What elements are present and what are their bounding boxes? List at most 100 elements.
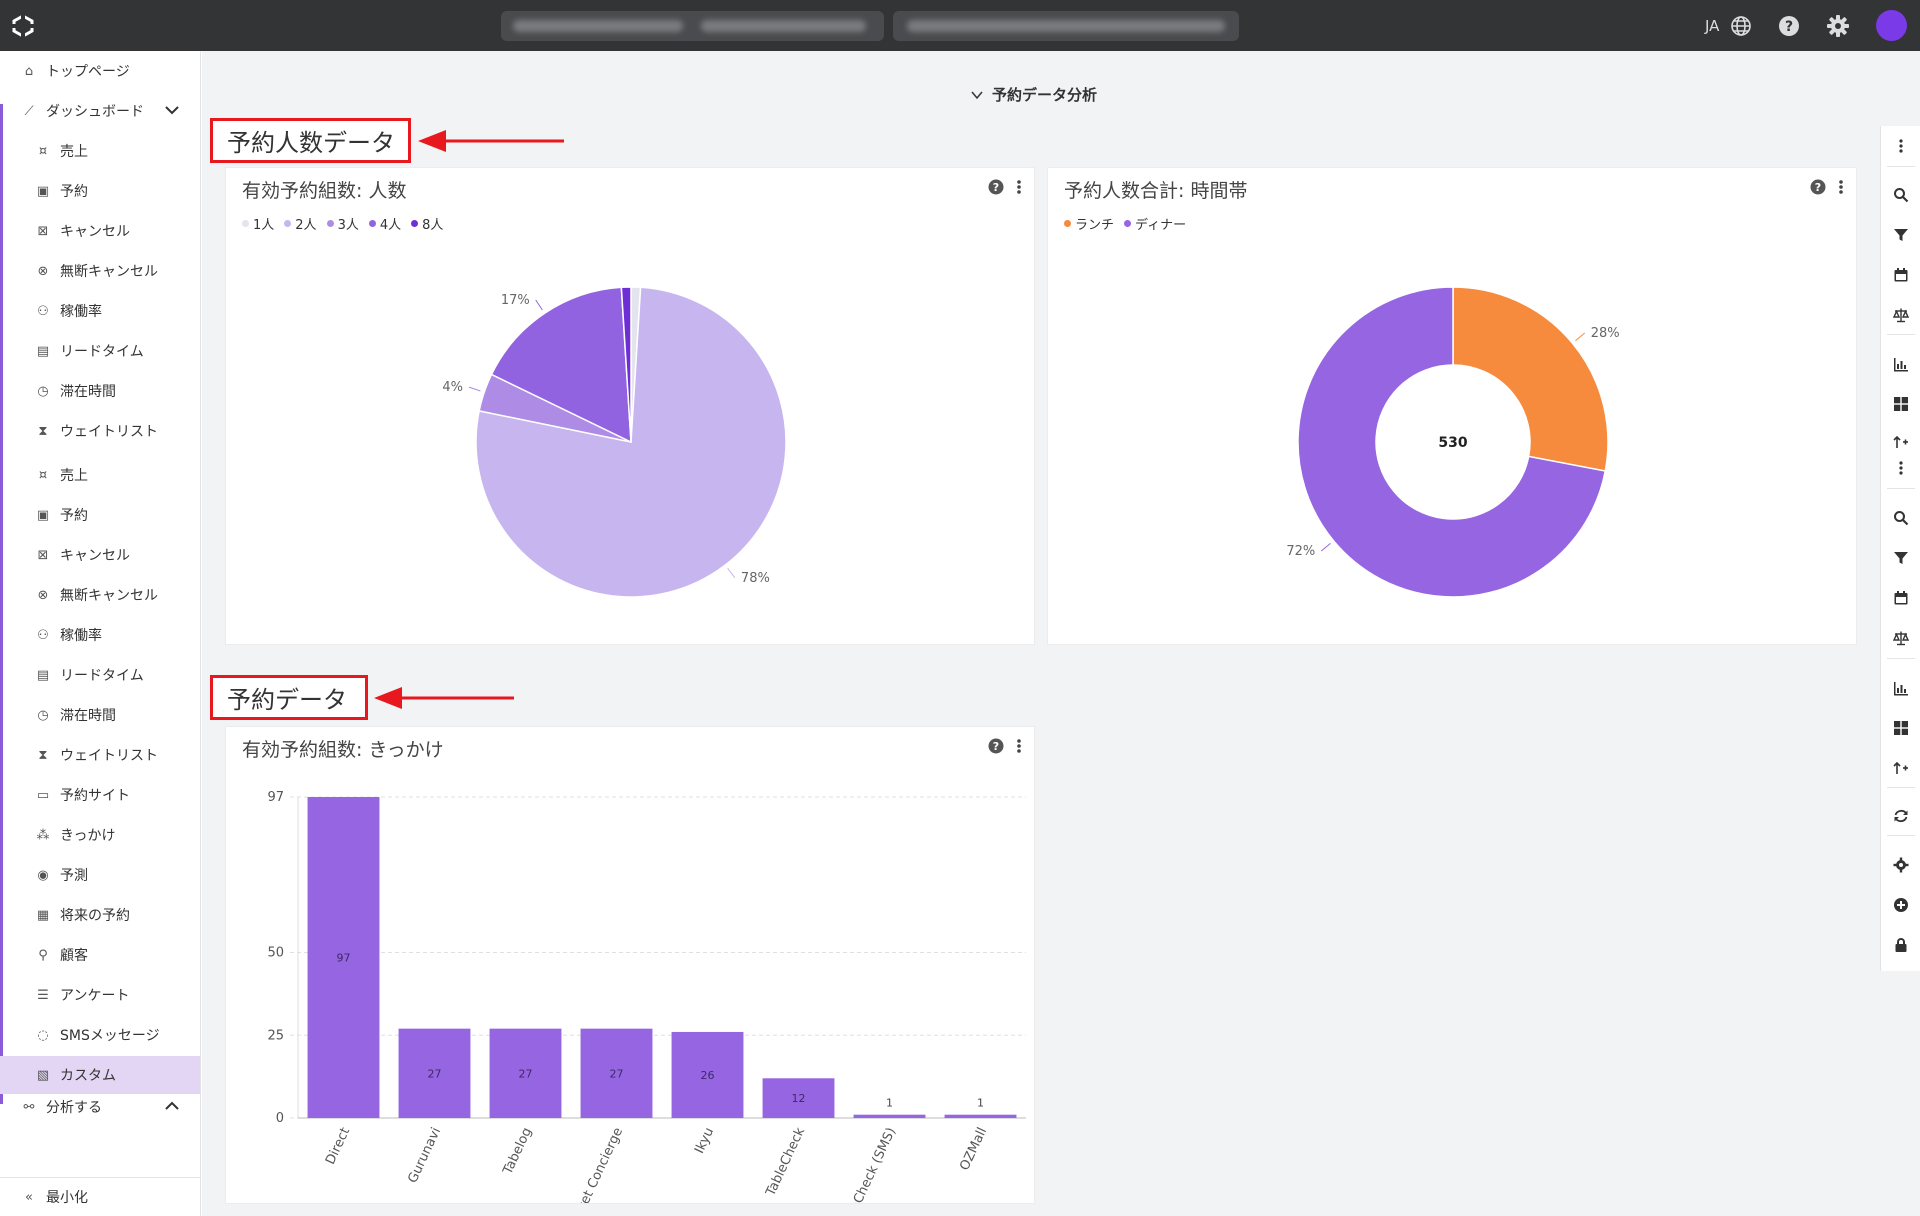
settings-gear-icon[interactable] <box>1893 857 1909 873</box>
legend-item[interactable]: 2人 <box>284 214 317 233</box>
sidebar-item-19[interactable]: ⁂ きっかけ <box>0 816 200 854</box>
more-vertical-icon[interactable] <box>1893 460 1909 476</box>
more-vertical-icon[interactable] <box>1016 738 1022 754</box>
bar[interactable] <box>398 1028 471 1118</box>
chevron-up-icon[interactable] <box>164 1098 180 1114</box>
account-selector[interactable] <box>893 11 1239 41</box>
sort-icon[interactable] <box>1893 760 1909 776</box>
sidebar-item-2[interactable]: ¤ 売上 <box>0 132 200 170</box>
sidebar-item-8[interactable]: ◷ 滞在時間 <box>0 372 200 410</box>
sidebar-item-9[interactable]: ⧗ ウェイトリスト <box>0 412 200 450</box>
sidebar-item-label: 稼働率 <box>60 304 102 320</box>
filter-icon[interactable] <box>1893 550 1909 566</box>
globe-icon[interactable] <box>1729 14 1753 38</box>
filter-icon[interactable] <box>1893 227 1909 243</box>
legend-swatch <box>284 220 292 227</box>
bar-chart: 0 25 50 97 97 Direct 27 Gurunavi 27 Tabelog 27 Pock… <box>267 790 1026 1203</box>
legend-item[interactable]: ランチ <box>1064 214 1114 233</box>
survey-icon: ☰ <box>37 987 49 1003</box>
sidebar-item-13[interactable]: ⊗ 無断キャンセル <box>0 576 200 614</box>
app-logo-icon[interactable] <box>10 13 36 39</box>
minimize-button[interactable]: « 最小化 <box>0 1178 200 1216</box>
language-label[interactable]: JA <box>1705 17 1720 35</box>
user-avatar[interactable] <box>1876 10 1907 41</box>
sidebar-item-5[interactable]: ⊗ 無断キャンセル <box>0 252 200 290</box>
hourglass-icon: ⧗ <box>38 747 48 763</box>
sidebar-item-10[interactable]: ¤ 売上 <box>0 456 200 494</box>
lock-icon[interactable] <box>1893 937 1909 953</box>
calendar-check-icon: ▣ <box>36 183 50 199</box>
bar[interactable] <box>944 1114 1017 1118</box>
sidebar-item-25[interactable]: ▧ カスタム <box>0 1056 200 1094</box>
restaurant-selector[interactable] <box>501 11 884 41</box>
balance-scale-icon[interactable] <box>1893 307 1909 323</box>
balance-scale-icon[interactable] <box>1893 630 1909 646</box>
sidebar-item-label: カスタム <box>60 1068 116 1084</box>
more-vertical-icon[interactable] <box>1838 179 1844 195</box>
bar-chart-icon[interactable] <box>1893 356 1909 372</box>
help-circle-icon[interactable]: ? <box>1810 179 1826 195</box>
bar[interactable] <box>489 1028 562 1118</box>
pie-slice[interactable] <box>1452 286 1609 472</box>
sidebar-item-6[interactable]: ⚇ 稼働率 <box>0 292 200 330</box>
bar[interactable] <box>762 1078 835 1118</box>
network-icon: ⁂ <box>36 827 50 843</box>
calendar-icon[interactable] <box>1893 590 1909 606</box>
svg-text:?: ? <box>993 181 999 194</box>
sidebar-item-4[interactable]: ⊠ キャンセル <box>0 212 200 250</box>
section-toggle[interactable]: 予約データ分析 <box>970 84 1097 105</box>
sidebar-item-26[interactable]: ⚯ 分析する <box>0 1088 200 1126</box>
sidebar-item-0[interactable]: ⌂ トップページ <box>0 52 200 90</box>
sidebar-item-16[interactable]: ◷ 滞在時間 <box>0 696 200 734</box>
sidebar-item-14[interactable]: ⚇ 稼働率 <box>0 616 200 654</box>
sidebar-item-12[interactable]: ⊠ キャンセル <box>0 536 200 574</box>
sidebar-item-23[interactable]: ☰ アンケート <box>0 976 200 1014</box>
pie-slice[interactable] <box>620 286 632 443</box>
legend-item[interactable]: 1人 <box>242 214 274 233</box>
legend-item[interactable]: 4人 <box>368 214 401 233</box>
bar[interactable] <box>307 797 380 1118</box>
sidebar-item-3[interactable]: ▣ 予約 <box>0 172 200 210</box>
calendar-x-icon: ⊠ <box>37 547 49 563</box>
bar-chart-title: 有効予約組数: きっかけ <box>242 739 444 761</box>
help-icon[interactable]: ? <box>1777 14 1801 38</box>
bar[interactable] <box>580 1028 653 1118</box>
sidebar-item-15[interactable]: ▤ リードタイム <box>0 656 200 694</box>
sidebar-item-7[interactable]: ▤ リードタイム <box>0 332 200 370</box>
bar-chart-icon[interactable] <box>1893 680 1909 696</box>
bar[interactable] <box>671 1031 744 1118</box>
sidebar-item-24[interactable]: ◌ SMSメッセージ <box>0 1016 200 1054</box>
settings-gear-icon[interactable] <box>1826 14 1850 38</box>
help-circle-icon[interactable]: ? <box>988 738 1004 754</box>
legend-item[interactable]: ディナー <box>1124 214 1186 233</box>
refresh-icon[interactable] <box>1893 808 1909 824</box>
grid-icon[interactable] <box>1893 396 1909 412</box>
sidebar-item-1[interactable]: ⟋ ダッシュボード <box>0 92 200 130</box>
sidebar-item-21[interactable]: ▦ 将来の予約 <box>0 896 200 934</box>
more-vertical-icon[interactable] <box>1893 138 1909 154</box>
pie-chart: 78% 4% 17% <box>442 286 787 598</box>
pie-slice[interactable] <box>490 286 632 444</box>
sidebar-item-11[interactable]: ▣ 予約 <box>0 496 200 534</box>
calendar-icon[interactable] <box>1893 267 1909 283</box>
legend-item[interactable]: 8人 <box>411 214 443 233</box>
legend-label: 8人 <box>422 218 444 233</box>
legend-item[interactable]: 3人 <box>326 214 359 233</box>
search-icon[interactable] <box>1893 187 1909 203</box>
help-circle-icon[interactable]: ? <box>988 179 1004 195</box>
search-icon[interactable] <box>1893 510 1909 526</box>
sidebar-item-17[interactable]: ⧗ ウェイトリスト <box>0 736 200 774</box>
sidebar-item-20[interactable]: ◉ 予測 <box>0 856 200 894</box>
chevron-down-icon[interactable] <box>164 102 180 118</box>
minimize-label: 最小化 <box>46 1190 88 1206</box>
add-circle-icon[interactable] <box>1893 897 1909 913</box>
calendar-x-icon: ⊠ <box>37 223 49 239</box>
grid-icon[interactable] <box>1893 720 1909 736</box>
sort-icon[interactable] <box>1893 434 1909 450</box>
bar[interactable] <box>853 1114 926 1118</box>
sidebar-item-18[interactable]: ▭ 予約サイト <box>0 776 200 814</box>
sidebar-item-22[interactable]: ⚲ 顧客 <box>0 936 200 974</box>
bar-value-label: 1 <box>977 1097 984 1110</box>
more-vertical-icon[interactable] <box>1016 179 1022 195</box>
pie-slice[interactable] <box>1297 286 1607 598</box>
